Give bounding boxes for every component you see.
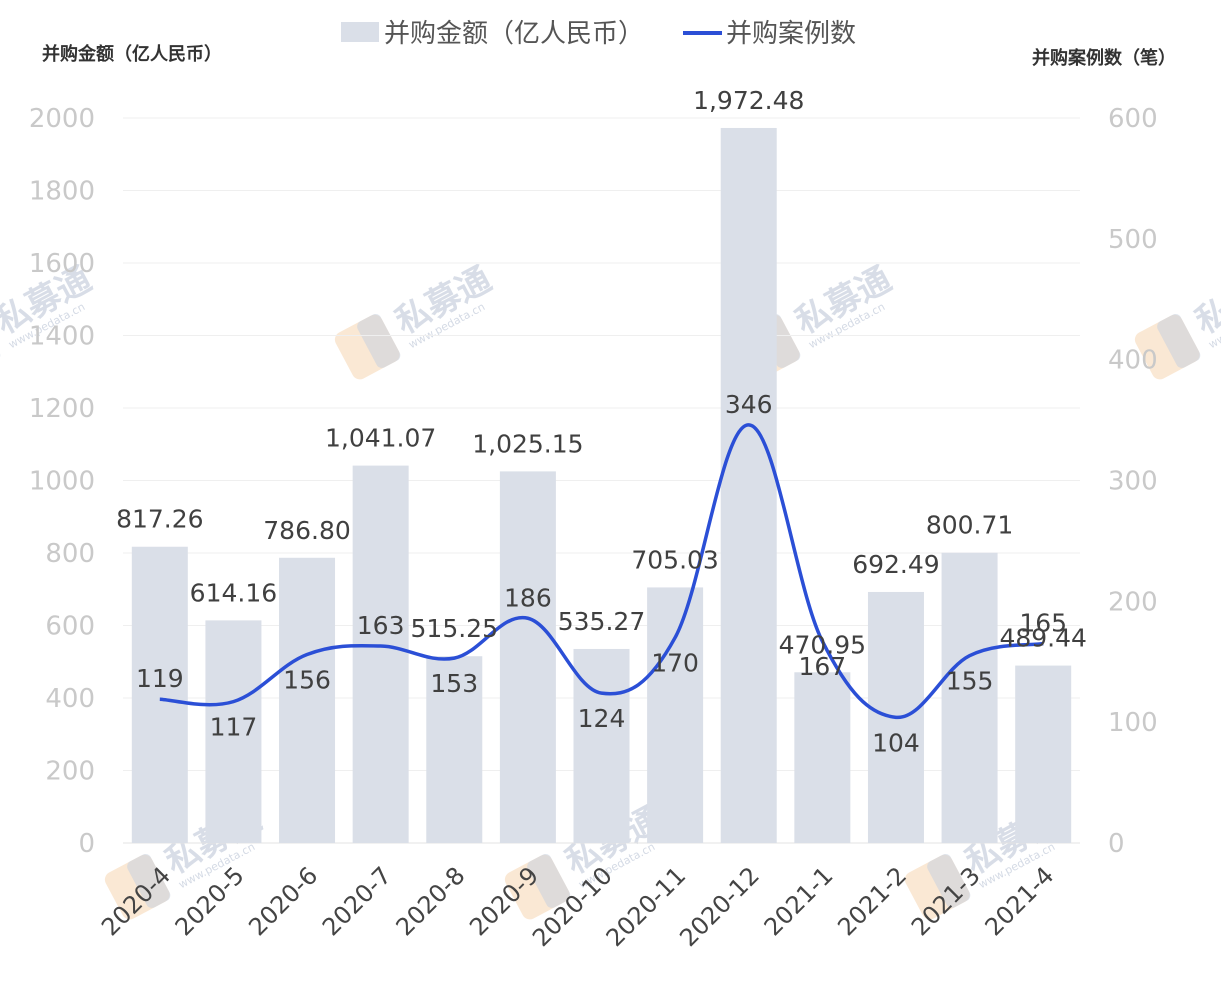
bar-value-label: 786.80 [263, 516, 350, 545]
bar [499, 471, 556, 843]
legend-bar-swatch [341, 22, 379, 42]
watermark-logo-part [1157, 314, 1201, 368]
line-value-label: 167 [798, 652, 846, 681]
right-tick-label: 500 [1108, 225, 1158, 255]
left-tick-label: 2000 [29, 104, 95, 134]
bar-value-label: 470.95 [779, 630, 866, 659]
left-tick-label: 1400 [29, 322, 95, 352]
bar [647, 587, 704, 843]
line-value-label: 153 [430, 669, 478, 698]
line-value-label: 155 [946, 667, 994, 696]
bar [426, 656, 483, 843]
left-tick-label: 600 [45, 612, 95, 642]
line-path [159, 423, 1044, 720]
bar-value-label: 817.26 [116, 505, 203, 534]
bar-value-label: 1,972.48 [693, 86, 804, 115]
line-value-label: 170 [651, 649, 699, 678]
bar [720, 127, 777, 843]
bar-value-label: 800.71 [926, 511, 1013, 540]
right-tick-label: 400 [1108, 346, 1158, 376]
bar-series [131, 127, 1072, 843]
legend-line-label: 并购案例数 [726, 19, 856, 49]
line-value-label: 186 [504, 583, 552, 612]
left-tick-label: 1200 [29, 394, 95, 424]
left-tick-label: 400 [45, 684, 95, 714]
bar-value-label: 515.25 [411, 614, 498, 643]
right-tick-label: 600 [1108, 104, 1158, 134]
bar-value-label: 535.27 [558, 607, 645, 636]
bar [352, 465, 409, 843]
bar [1015, 665, 1072, 843]
left-tick-label: 1800 [29, 177, 95, 207]
bar-value-label: 705.03 [631, 545, 718, 574]
watermark-logo-part [927, 854, 971, 908]
line-value-label: 346 [725, 390, 773, 419]
x-tick-label: 2020-12 [674, 861, 765, 952]
right-axis-ticks: 0 100 200 300 400 500 600 [1108, 104, 1158, 859]
x-tick-label: 2020-7 [317, 861, 397, 941]
legend: 并购金额（亿人民币） 并购案例数 [341, 19, 856, 49]
left-axis-ticks: 0 200 400 600 800 1000 1200 1400 1600 1800 2000 [29, 104, 95, 859]
right-tick-label: 0 [1108, 829, 1125, 859]
bar-value-label: 1,041.07 [325, 424, 436, 453]
left-axis-title: 并购金额（亿人民币） [42, 43, 222, 65]
bar [794, 672, 851, 843]
line-value-label: 119 [136, 664, 184, 693]
bar [279, 557, 336, 843]
watermark-logo-part [357, 314, 401, 368]
watermark-logo-part [127, 854, 171, 908]
bar-value-labels: 817.26 614.16 786.80 1,041.07 515.25 1,025.15… [116, 86, 1087, 659]
left-tick-label: 1600 [29, 249, 95, 279]
line-value-labels: 119 117 156 163 153 186 124 170 346 167 104 155 165 [136, 390, 1067, 757]
x-tick-label: 2020-8 [391, 861, 471, 941]
bar-value-label: 1,025.15 [472, 429, 583, 458]
x-tick-label: 2021-2 [832, 861, 912, 941]
line-series [159, 423, 1044, 720]
right-tick-label: 300 [1108, 467, 1158, 497]
watermark-logo-part [527, 854, 571, 908]
bar [941, 552, 998, 843]
x-tick-label: 2020-11 [601, 861, 692, 952]
legend-bar-label: 并购金额（亿人民币） [384, 19, 644, 49]
bar-value-label: 614.16 [190, 578, 277, 607]
left-tick-label: 800 [45, 539, 95, 569]
watermark-brand: 私募通 [1189, 259, 1221, 342]
right-tick-label: 100 [1108, 708, 1158, 738]
bar-value-label: 489.44 [999, 624, 1086, 653]
bar [131, 546, 188, 843]
bar-value-label: 692.49 [852, 550, 939, 579]
right-tick-label: 200 [1108, 587, 1158, 617]
x-tick-label: 2021-1 [759, 861, 839, 941]
line-value-label: 163 [357, 611, 405, 640]
x-tick-label: 2020-6 [243, 861, 323, 941]
line-value-label: 156 [283, 666, 331, 695]
line-value-label: 117 [210, 713, 258, 742]
left-tick-label: 1000 [29, 467, 95, 497]
bar [205, 620, 262, 843]
left-tick-label: 200 [45, 757, 95, 787]
line-value-label: 124 [578, 704, 626, 733]
line-value-label: 104 [872, 728, 920, 757]
line-value-label: 165 [1019, 609, 1067, 638]
right-axis-title: 并购案例数（笔） [1032, 47, 1176, 69]
left-tick-label: 0 [78, 829, 95, 859]
